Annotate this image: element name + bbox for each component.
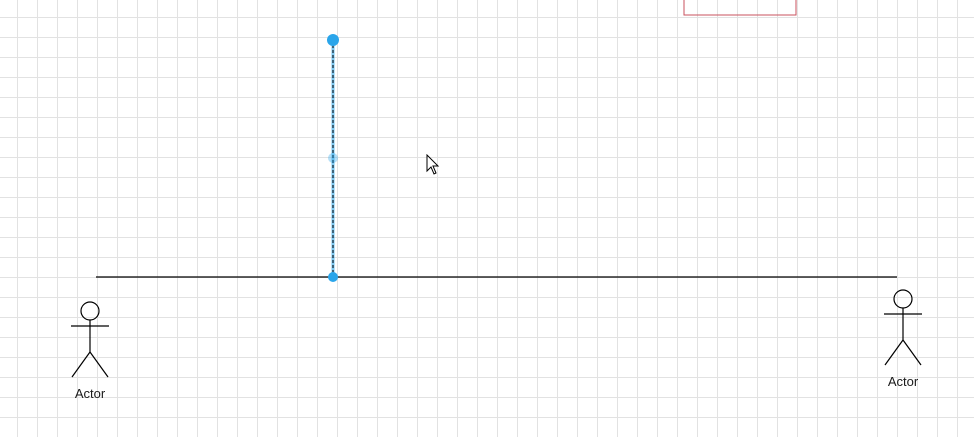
- mouse-cursor-icon: [426, 154, 440, 175]
- actor-right[interactable]: [884, 289, 922, 366]
- actor-right-label: Actor: [887, 374, 919, 389]
- edge-end-handle[interactable]: [328, 272, 338, 282]
- actor-left[interactable]: [71, 301, 109, 378]
- edge-midpoint-handle[interactable]: [328, 153, 338, 163]
- actor-left-label: Actor: [74, 386, 106, 401]
- partial-shape[interactable]: [683, 0, 797, 16]
- edge-start-handle[interactable]: [327, 34, 339, 46]
